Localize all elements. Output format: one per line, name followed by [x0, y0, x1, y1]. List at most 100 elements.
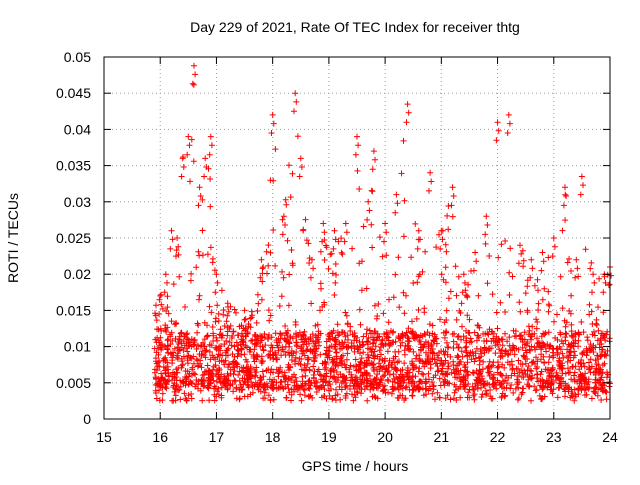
y-tick-label: 0.04 — [64, 121, 91, 137]
data-point — [230, 364, 236, 370]
data-point — [357, 350, 363, 357]
data-point — [298, 397, 305, 404]
data-point — [564, 358, 571, 365]
data-point — [550, 354, 556, 361]
data-point — [460, 271, 467, 278]
data-point — [244, 329, 251, 335]
data-point — [266, 332, 272, 338]
data-point — [586, 347, 593, 354]
data-point — [382, 355, 388, 362]
data-point — [592, 357, 599, 364]
data-point — [294, 343, 301, 350]
data-point — [499, 390, 506, 397]
data-point — [359, 258, 365, 265]
data-point — [588, 395, 595, 402]
data-point — [224, 370, 231, 377]
data-point — [379, 253, 386, 260]
data-point — [204, 332, 211, 339]
data-point — [283, 201, 290, 208]
data-point — [575, 331, 582, 338]
data-point — [570, 333, 577, 340]
data-point — [596, 344, 603, 351]
data-point — [260, 384, 267, 391]
data-point — [495, 127, 502, 134]
data-point — [580, 360, 587, 367]
data-point — [156, 397, 163, 404]
data-point — [594, 392, 601, 399]
data-point — [178, 173, 185, 180]
data-point — [422, 331, 429, 338]
data-point — [410, 280, 417, 286]
data-point — [573, 256, 580, 263]
data-point — [421, 341, 428, 348]
data-point — [164, 279, 170, 286]
data-point — [310, 363, 317, 370]
data-point — [261, 384, 268, 391]
data-point — [231, 306, 238, 313]
data-point — [526, 327, 533, 334]
data-point — [528, 336, 534, 343]
data-point — [156, 311, 163, 317]
data-point — [412, 355, 419, 362]
data-point — [196, 351, 203, 358]
data-point — [321, 301, 328, 308]
data-point — [275, 384, 282, 391]
y-tick-label: 0.02 — [64, 266, 91, 282]
data-point — [458, 300, 465, 307]
data-point — [409, 330, 415, 337]
data-point — [535, 340, 542, 347]
data-point — [337, 396, 344, 403]
data-point — [372, 156, 378, 163]
data-point — [155, 359, 162, 366]
data-point — [368, 221, 375, 228]
data-point — [352, 332, 358, 339]
data-point — [383, 229, 390, 236]
data-point — [231, 343, 238, 350]
data-point — [385, 377, 392, 384]
data-point — [567, 310, 574, 317]
data-point — [464, 312, 471, 319]
data-point — [171, 388, 178, 395]
data-point — [278, 293, 285, 300]
data-point — [392, 338, 399, 345]
data-point — [307, 382, 314, 389]
data-point — [377, 364, 384, 371]
data-point — [396, 358, 402, 365]
data-point — [473, 337, 480, 344]
data-point — [339, 251, 346, 258]
data-point — [524, 367, 531, 373]
data-point — [454, 334, 461, 340]
data-point — [382, 368, 389, 375]
data-point — [288, 397, 294, 404]
data-point — [195, 322, 202, 329]
data-point — [549, 253, 556, 260]
data-point — [527, 347, 534, 354]
data-point — [400, 289, 407, 296]
data-point — [495, 341, 501, 348]
data-point — [502, 330, 508, 337]
data-point — [598, 397, 605, 403]
data-point — [605, 282, 612, 289]
data-point — [332, 336, 339, 343]
data-point — [486, 253, 493, 259]
data-point — [517, 242, 523, 249]
data-point — [432, 372, 439, 379]
data-point — [360, 349, 367, 356]
data-point — [397, 371, 404, 378]
data-point — [339, 345, 345, 352]
data-point — [511, 351, 518, 358]
data-point — [462, 364, 469, 371]
y-tick-label: 0.005 — [56, 375, 91, 391]
data-point — [572, 330, 579, 337]
data-point — [285, 375, 292, 382]
data-point — [377, 379, 384, 386]
x-tick-label: 19 — [321, 429, 337, 445]
x-tick-label: 15 — [96, 429, 112, 445]
data-point — [312, 322, 319, 329]
data-point — [317, 351, 324, 358]
data-point — [241, 369, 248, 376]
data-point — [566, 255, 573, 262]
data-point — [464, 352, 471, 359]
data-point — [282, 336, 289, 343]
data-point — [505, 111, 512, 118]
